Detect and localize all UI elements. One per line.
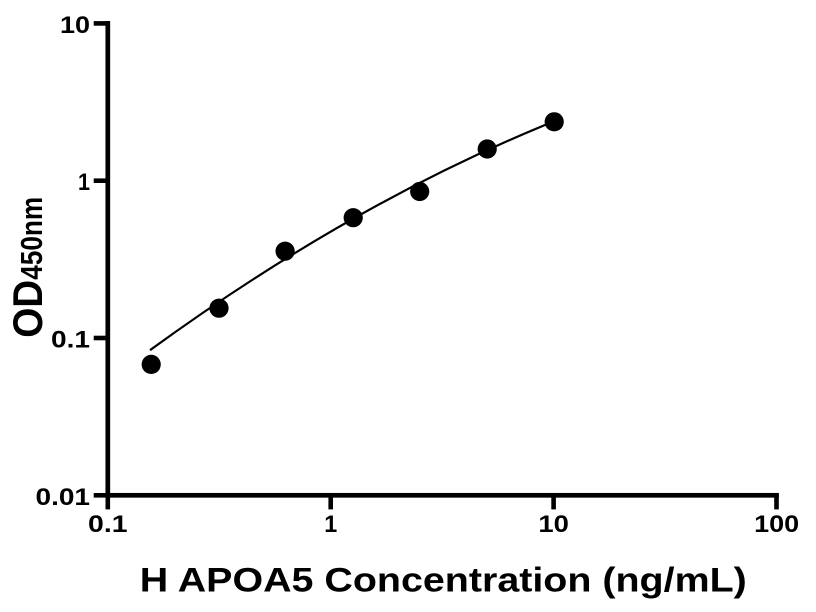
svg-text:100: 100 [754,511,799,538]
svg-text:1: 1 [324,511,337,538]
svg-text:10: 10 [60,12,90,39]
svg-text:10: 10 [538,511,569,538]
svg-text:450nm: 450nm [14,197,49,280]
svg-text:OD: OD [4,280,51,338]
svg-text:H APOA5 Concentration (ng/mL): H APOA5 Concentration (ng/mL) [140,562,747,600]
svg-text:1: 1 [78,169,90,196]
svg-text:0.01: 0.01 [36,484,91,511]
svg-text:0.1: 0.1 [51,327,90,354]
svg-text:0.1: 0.1 [88,511,128,538]
